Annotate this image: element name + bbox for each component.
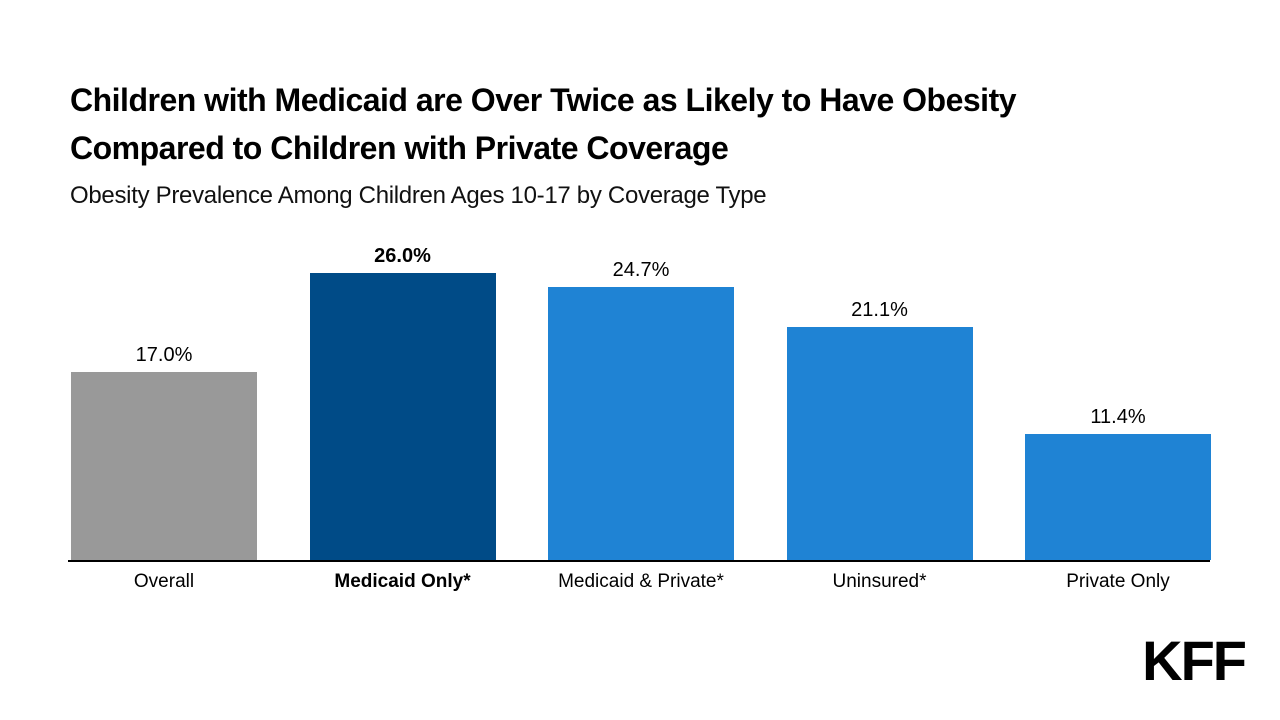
bar-medicaid-only [309, 273, 496, 560]
bar-overall [71, 372, 257, 560]
bar-private-only [1025, 434, 1211, 560]
chart-title: Children with Medicaid are Over Twice as… [70, 76, 1230, 172]
bar-value-label-uninsured: 21.1% [851, 299, 908, 321]
chart-subtitle: Obesity Prevalence Among Children Ages 1… [70, 182, 767, 209]
chart-title-line1: Children with Medicaid are Over Twice as… [70, 82, 1017, 118]
chart-title-line2: Compared to Children with Private Covera… [70, 130, 729, 166]
x-axis-line [68, 560, 1210, 562]
bar-value-label-private-only: 11.4% [1090, 406, 1146, 428]
bar-value-label-medicaid-only: 26.0% [374, 245, 431, 267]
bar-value-label-overall: 17.0% [135, 344, 193, 366]
bar-medicaid-private [548, 287, 734, 560]
bar-category-label-overall: Overall [133, 571, 195, 592]
bar-category-label-uninsured: Uninsured* [832, 571, 927, 592]
bar-category-label-medicaid-private: Medicaid & Private* [558, 571, 724, 592]
bar-uninsured [786, 327, 973, 560]
bar-value-label-medicaid-private: 24.7% [612, 259, 670, 281]
bar-category-label-private-only: Private Only [1066, 571, 1170, 592]
kff-logo: KFF [1142, 629, 1247, 692]
bar-category-label-medicaid-only: Medicaid Only* [334, 571, 471, 592]
